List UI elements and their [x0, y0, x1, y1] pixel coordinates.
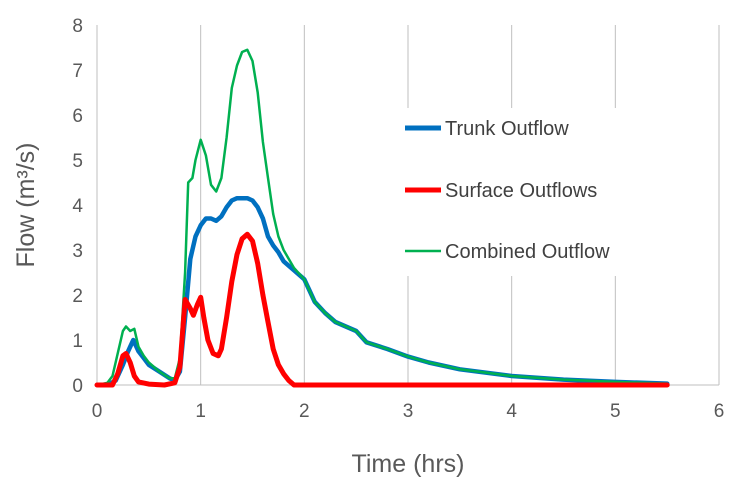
series-line-combined-outflow	[95, 48, 669, 387]
y-tick-label: 3	[72, 241, 83, 262]
x-axis-title: Time (hrs)	[352, 450, 465, 478]
legend-label-surface-outflows: Surface Outflows	[445, 180, 597, 202]
x-tick-label: 0	[92, 401, 103, 422]
legend: Trunk Outflow Surface Outflows Combined …	[398, 108, 654, 276]
y-tick-label: 1	[72, 331, 83, 352]
series-lines	[94, 48, 670, 388]
y-tick-label: 2	[72, 286, 83, 307]
x-tick-label: 6	[714, 401, 725, 422]
y-tick-label: 8	[72, 16, 83, 37]
x-tick-label: 3	[403, 401, 414, 422]
series-line-surface-outflows	[94, 231, 670, 388]
y-tick-label: 6	[72, 106, 83, 127]
legend-label-combined-outflow: Combined Outflow	[445, 241, 610, 263]
legend-label-trunk-outflow: Trunk Outflow	[445, 118, 569, 140]
tick-labels: 0 1 2 3 4 5 6 0 1 2 3 4 5 6 7 8	[72, 16, 724, 422]
y-tick-label: 5	[72, 151, 83, 172]
x-tick-label: 2	[299, 401, 310, 422]
y-axis-title: Flow (m³/s)	[12, 143, 40, 268]
y-tick-label: 7	[72, 61, 83, 82]
x-tick-label: 5	[610, 401, 621, 422]
x-tick-label: 1	[195, 401, 206, 422]
x-tick-label: 4	[506, 401, 517, 422]
y-tick-label: 4	[72, 196, 83, 217]
y-tick-label: 0	[72, 376, 83, 397]
